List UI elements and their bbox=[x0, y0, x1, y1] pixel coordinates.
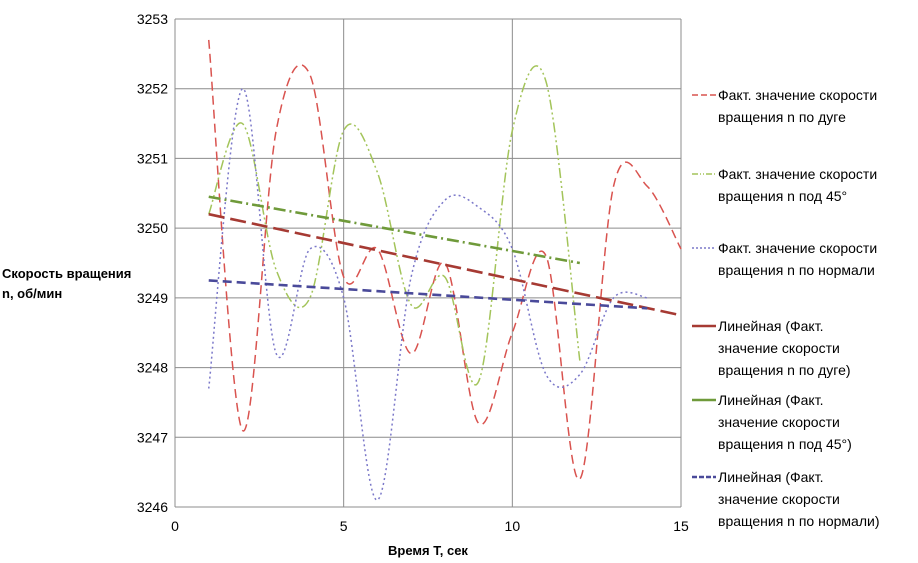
x-tick-label: 5 bbox=[340, 518, 348, 534]
y-tick-label: 3246 bbox=[137, 499, 168, 515]
legend-label-normal: Факт. значение скорости вращения n по но… bbox=[718, 240, 878, 278]
x-tick-label: 0 bbox=[171, 518, 179, 534]
legend: Факт. значение скорости вращения n по ду… bbox=[692, 0, 918, 563]
y-axis-label: Скорость вращения n, об/мин bbox=[2, 266, 132, 301]
y-tick-label: 3249 bbox=[137, 290, 168, 306]
legend-label-arc: Факт. значение скорости вращения n по ду… bbox=[718, 87, 878, 125]
y-tick-label: 3251 bbox=[137, 150, 168, 166]
legend-swatch-trend-normal bbox=[692, 475, 716, 479]
legend-label-trend-45: Линейная (Факт. значение скорости вращен… bbox=[718, 392, 852, 452]
y-tick-label: 3253 bbox=[137, 11, 168, 27]
y-tick-label: 3248 bbox=[137, 360, 168, 376]
legend-label-trend-arc: Линейная (Факт. значение скорости вращен… bbox=[718, 318, 851, 378]
x-axis-label: Время T, сек bbox=[388, 543, 468, 558]
y-tick-label: 3247 bbox=[137, 429, 168, 445]
series-lines bbox=[207, 39, 682, 501]
series-line-arc bbox=[207, 39, 682, 480]
grid-lines bbox=[175, 18, 682, 507]
x-tick-label: 10 bbox=[505, 518, 521, 534]
legend-label-trend-normal: Линейная (Факт. значение скорости вращен… bbox=[718, 469, 880, 529]
legend-swatch-normal bbox=[692, 247, 716, 249]
trendline-45 bbox=[208, 195, 581, 265]
legend-swatch-45 bbox=[692, 173, 716, 175]
legend-swatch-trend-45 bbox=[692, 398, 716, 402]
legend-swatch-trend-arc bbox=[692, 324, 716, 328]
y-tick-label: 3252 bbox=[137, 81, 168, 97]
legend-swatch-arc bbox=[692, 94, 716, 96]
tick-labels: 3246 3247 3248 3249 3250 3251 3252 3253 0 5 10 15 bbox=[137, 11, 689, 534]
trendline-normal bbox=[208, 279, 648, 310]
x-tick-label: 15 bbox=[673, 518, 689, 534]
axes bbox=[174, 19, 681, 508]
trendline-arc bbox=[208, 212, 682, 317]
legend-label-45: Факт. значение скорости вращения n под 4… bbox=[718, 166, 878, 204]
y-tick-label: 3250 bbox=[137, 220, 168, 236]
